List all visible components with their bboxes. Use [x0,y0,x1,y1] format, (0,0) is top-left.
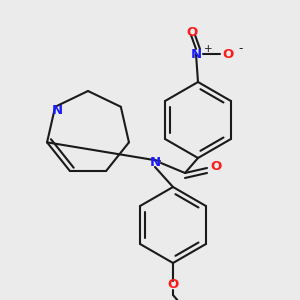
Text: O: O [222,47,234,61]
Text: +: + [204,44,212,54]
Text: O: O [210,160,222,172]
Text: N: N [149,157,161,169]
Text: N: N [52,104,63,117]
Text: O: O [167,278,178,292]
Text: N: N [190,47,202,61]
Text: O: O [186,26,198,38]
Text: -: - [239,43,243,56]
